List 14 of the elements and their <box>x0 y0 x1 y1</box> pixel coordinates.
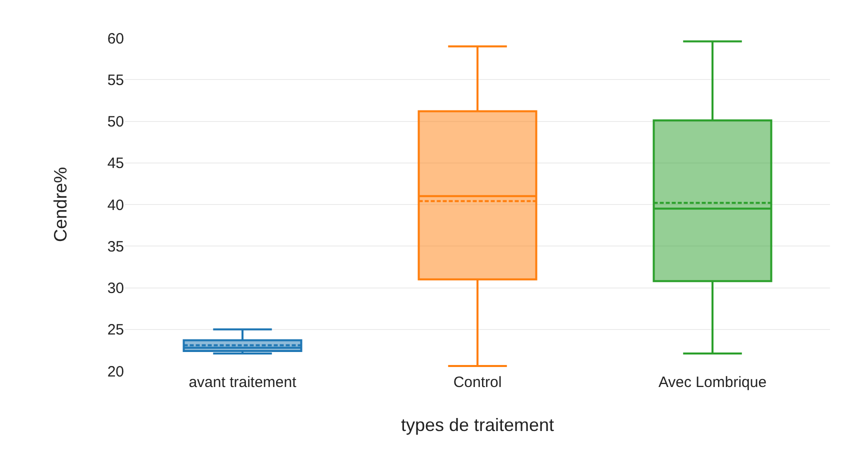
x-tick-label: avant traitement <box>188 374 298 391</box>
y-tick-label: 60 <box>107 30 124 48</box>
y-tick-label: 40 <box>107 196 124 214</box>
y-tick-label: 50 <box>107 114 124 130</box>
y-axis-title: Cendre% <box>50 166 71 242</box>
x-tick-label: Control <box>453 374 502 391</box>
y-tick-label: 20 <box>107 363 124 380</box>
y-tick-label: 35 <box>107 238 124 256</box>
y-tick-label: 25 <box>107 322 124 339</box>
x-tick-label: Avec Lombrique <box>658 374 767 391</box>
y-tick-label: 30 <box>107 280 124 297</box>
y-tick-label: 45 <box>107 155 124 172</box>
y-tick-label: 55 <box>107 72 124 89</box>
x-axis-title: types de traitement <box>400 415 554 436</box>
